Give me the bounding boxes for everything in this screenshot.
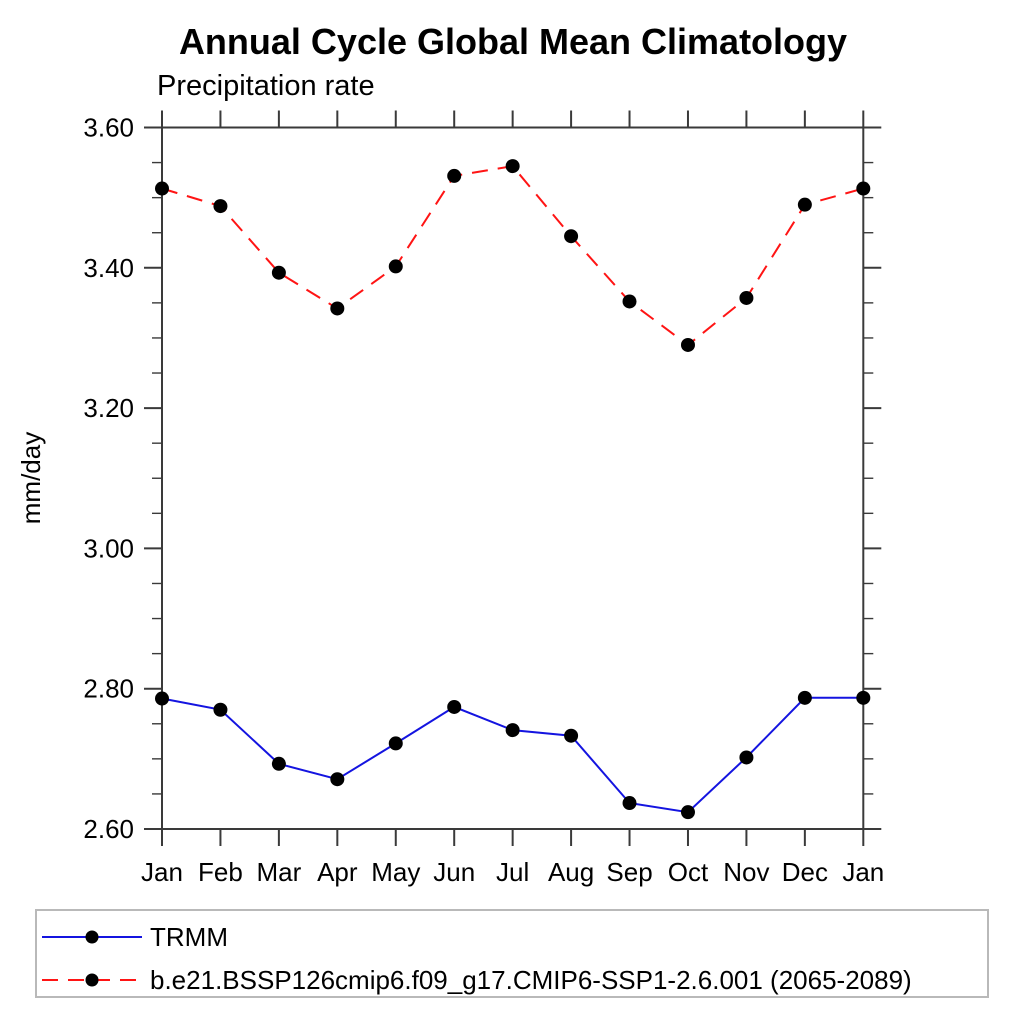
y-axis-tick-label: 3.60 [83, 113, 134, 143]
series-line-1 [161, 165, 864, 347]
x-axis-tick-label: May [371, 857, 420, 887]
x-axis-tick-label: Nov [723, 857, 769, 887]
x-axis-tick-label: Dec [782, 857, 828, 887]
y-axis-tick-label: 2.80 [83, 674, 134, 704]
x-axis-tick-label: Jan [842, 857, 884, 887]
x-axis-tick-label: Mar [256, 857, 301, 887]
data-point-series-1 [797, 197, 812, 212]
data-point-series-0 [797, 690, 812, 705]
y-axis-tick-label: 2.60 [83, 814, 134, 844]
x-axis-tick-label: Apr [317, 857, 358, 887]
data-point-series-1 [622, 294, 637, 309]
data-point-series-1 [856, 181, 871, 196]
data-point-series-0 [447, 699, 462, 714]
x-axis-tick-label: Oct [668, 857, 709, 887]
series-line-0 [161, 696, 864, 814]
y-axis-title: mm/day [16, 432, 46, 524]
data-point-series-1 [213, 199, 228, 214]
data-point-series-0 [622, 796, 637, 811]
data-point-series-0 [330, 772, 345, 787]
y-axis-tick-label: 3.00 [83, 533, 134, 563]
x-axis-tick-label: Jun [433, 857, 475, 887]
data-point-series-0 [505, 723, 520, 738]
data-point-series-0 [271, 756, 286, 771]
trmm-line-swatch-icon [42, 930, 142, 944]
data-point-series-1 [680, 337, 695, 352]
data-point-series-1 [505, 159, 520, 174]
legend: TRMM b.e21.BSSP126cmip6.f09_g17.CMIP6-SS… [35, 909, 989, 998]
x-axis-tick-label: Jan [141, 857, 183, 887]
x-axis-tick-label: Aug [548, 857, 594, 887]
chart-title: Annual Cycle Global Mean Climatology [178, 21, 848, 62]
data-point-series-0 [213, 702, 228, 717]
data-point-series-0 [856, 690, 871, 705]
data-point-series-1 [388, 259, 403, 274]
y-axis-tick-label: 3.20 [83, 393, 134, 423]
y-axis-tick-label: 3.40 [83, 253, 134, 283]
data-point-series-1 [155, 181, 169, 196]
data-point-series-1 [271, 265, 286, 280]
data-point-series-1 [739, 290, 754, 305]
data-point-series-0 [564, 728, 579, 743]
data-point-series-1 [330, 301, 345, 316]
x-axis-tick-label: Sep [606, 857, 652, 887]
data-point-series-0 [680, 805, 695, 820]
data-point-series-1 [447, 168, 462, 183]
data-point-series-0 [388, 736, 403, 751]
x-axis-tick-label: Feb [198, 857, 243, 887]
data-point-series-1 [564, 229, 579, 244]
x-axis-tick-label: Jul [496, 857, 529, 887]
chart-subtitle: Precipitation rate [157, 70, 375, 102]
legend-item-trmm: TRMM [41, 921, 228, 953]
data-point-series-0 [739, 750, 754, 765]
legend-label-model: b.e21.BSSP126cmip6.f09_g17.CMIP6-SSP1-2.… [150, 964, 912, 995]
legend-item-model: b.e21.BSSP126cmip6.f09_g17.CMIP6-SSP1-2.… [41, 964, 912, 996]
model-dashed-line-swatch-icon [42, 973, 142, 987]
legend-label-trmm: TRMM [150, 921, 228, 952]
data-point-series-0 [155, 691, 169, 706]
